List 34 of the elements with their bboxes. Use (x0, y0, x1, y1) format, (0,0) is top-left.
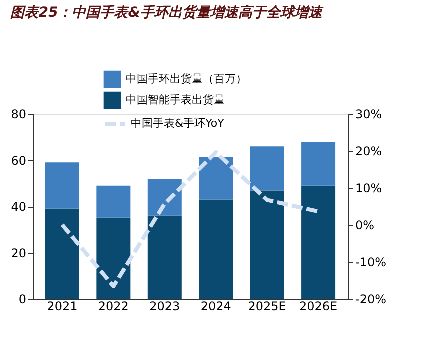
legend-label: 中国手环出货量（百万） (126, 72, 247, 86)
bar (302, 142, 336, 186)
y2-tick-label: 20% (356, 144, 382, 158)
legend-label: 中国手表&手环YoY (131, 117, 225, 130)
x-tick-label: 2024 (200, 300, 232, 314)
y-tick-label: 80 (11, 108, 26, 122)
bar (302, 186, 336, 299)
bar (148, 216, 182, 299)
x-tick-label: 2021 (47, 300, 78, 314)
y2-tick-label: -20% (356, 292, 387, 306)
bar (199, 157, 234, 200)
bar (199, 200, 234, 299)
y2-tick-label: 0% (356, 218, 375, 232)
y2-tick-label: 30% (356, 108, 382, 122)
y2-tick-label: -10% (356, 256, 387, 270)
y2-tick-label: 10% (356, 182, 382, 196)
y-tick-label: 0 (18, 292, 26, 306)
x-tick-label: 2025E (248, 300, 286, 314)
bar (148, 179, 182, 216)
y-tick-label: 40 (11, 200, 26, 214)
chart-title: 图表25：中国手表&手环出货量增速高于全球增速 (10, 4, 324, 21)
y-tick-label: 20 (11, 246, 26, 260)
bar (45, 162, 80, 209)
x-tick-label: 2026E (299, 300, 338, 314)
bar (96, 218, 131, 299)
bar (96, 186, 131, 218)
x-tick-label: 2022 (98, 300, 129, 314)
legend-label: 中国智能手表出货量 (126, 94, 225, 106)
y-tick-label: 60 (11, 154, 26, 168)
line-series (60, 150, 321, 288)
bar (250, 190, 284, 299)
bar (45, 208, 80, 299)
x-tick-label: 2023 (150, 300, 180, 314)
bar (250, 146, 284, 191)
